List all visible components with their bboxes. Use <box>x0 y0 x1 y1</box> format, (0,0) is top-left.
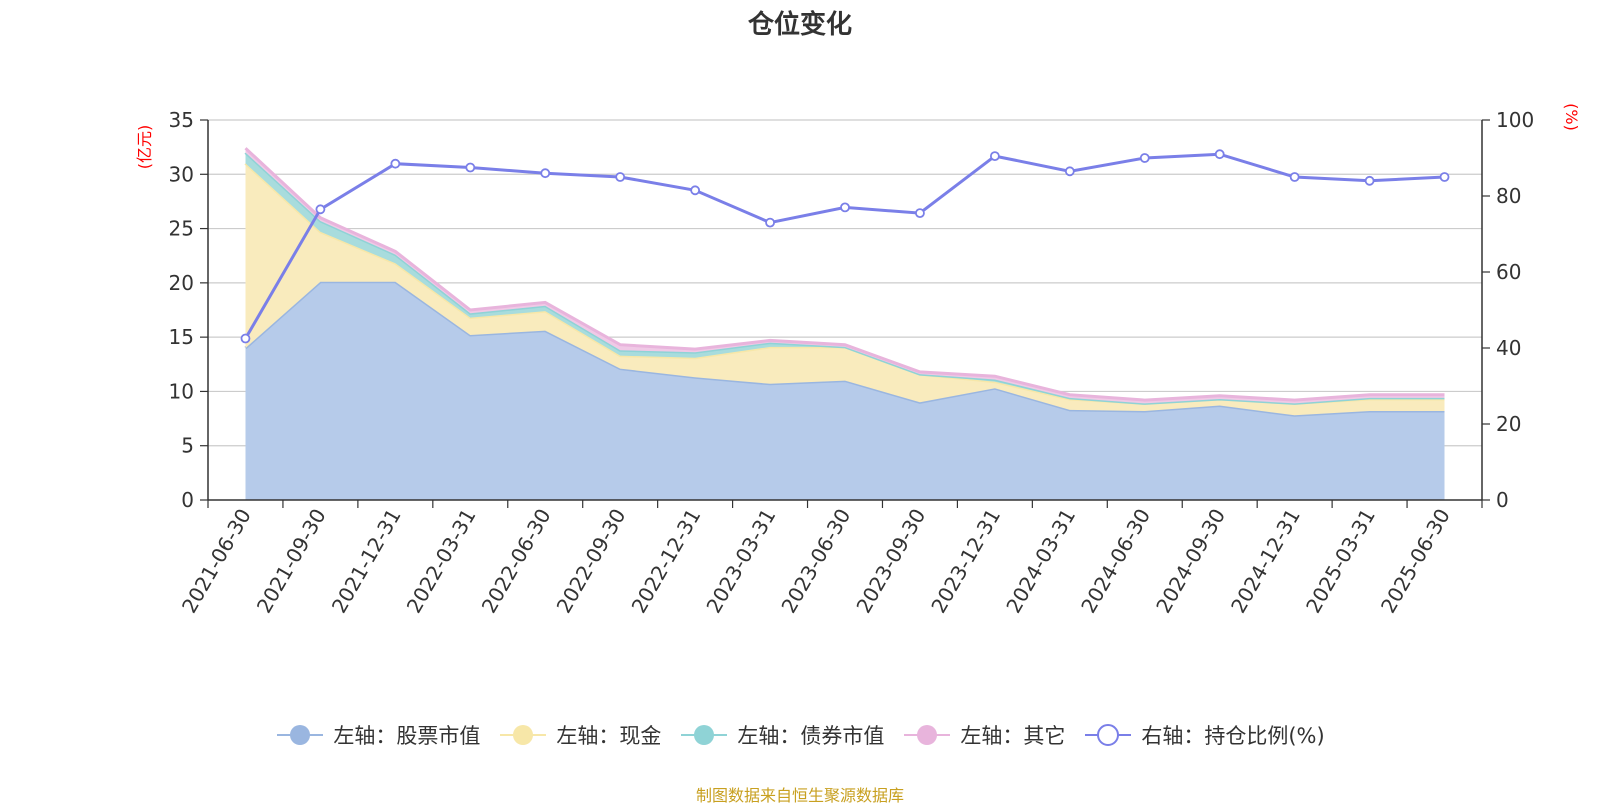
source-note: 制图数据来自恒生聚源数据库 <box>695 786 904 805</box>
left-axis-unit: (亿元) <box>135 125 154 170</box>
ratio-point[interactable] <box>915 208 925 219</box>
holding-ratio-line <box>240 149 1450 344</box>
x-tick-label: 2023-12-31 <box>926 505 1005 618</box>
ratio-point[interactable] <box>840 202 850 213</box>
ratio-point[interactable] <box>390 158 401 169</box>
legend-item-3[interactable]: 左轴：债券市值 <box>679 720 884 750</box>
chart-area: 051015202530350204060801002021-06-302021… <box>135 103 1581 618</box>
x-tick-label: 2023-06-30 <box>776 505 855 618</box>
legend-label: 左轴：股票市值 <box>333 724 481 748</box>
legend-item-4[interactable]: 左轴：其它 <box>902 720 1065 750</box>
legend-label: 左轴：其它 <box>960 724 1066 748</box>
left-tick-label: 10 <box>169 379 194 403</box>
legend-item-1[interactable]: 左轴：股票市值 <box>275 720 480 750</box>
legend-circle-icon <box>500 725 547 745</box>
ratio-point[interactable] <box>765 217 775 228</box>
ratio-point[interactable] <box>315 204 326 215</box>
left-tick-label: 25 <box>169 217 194 241</box>
ratio-point[interactable] <box>240 333 251 344</box>
x-tick-label: 2023-09-30 <box>851 505 930 618</box>
x-tick-label: 2024-09-30 <box>1151 505 1230 618</box>
left-tick-label: 15 <box>169 325 194 349</box>
legend-circle-icon <box>277 725 324 745</box>
legend-item-2[interactable]: 左轴：现金 <box>498 720 661 750</box>
ratio-point[interactable] <box>615 172 626 182</box>
ratio-point[interactable] <box>1064 166 1075 177</box>
right-tick-label: 0 <box>1496 488 1509 512</box>
x-tick-label: 2025-03-31 <box>1301 505 1380 618</box>
right-tick-label: 80 <box>1496 184 1521 208</box>
legend-label: 右轴：持仓比例(%) <box>1141 724 1325 748</box>
x-tick-label: 2025-06-30 <box>1376 505 1455 618</box>
ratio-point[interactable] <box>540 168 551 179</box>
left-tick-label: 0 <box>181 488 194 512</box>
x-tick-label: 2024-06-30 <box>1076 505 1155 618</box>
ratio-point[interactable] <box>1439 172 1450 182</box>
ratio-point[interactable] <box>465 162 476 173</box>
x-tick-label: 2022-09-30 <box>552 505 631 618</box>
legend-circle-icon <box>681 725 728 745</box>
legend-hollow-circle-icon <box>1085 724 1132 746</box>
left-tick-label: 35 <box>169 108 194 132</box>
ratio-point[interactable] <box>1139 153 1150 163</box>
area-series-4-edge <box>244 147 1445 402</box>
x-tick-label: 2021-12-31 <box>327 504 406 617</box>
legend: 左轴：股票市值 左轴：现金 左轴：债券市值 左轴：其它 右轴：持仓比例(%) <box>0 720 1600 750</box>
x-tick-label: 2022-03-31 <box>402 505 481 618</box>
ratio-point[interactable] <box>690 185 701 196</box>
right-axis-unit: (%) <box>1562 103 1581 131</box>
right-tick-label: 20 <box>1496 412 1521 436</box>
x-tick-label: 2021-06-30 <box>177 505 256 618</box>
x-tick-label: 2022-06-30 <box>477 505 556 618</box>
x-tick-label: 2022-12-31 <box>627 505 706 618</box>
chart-title: 仓位变化 <box>747 10 852 40</box>
area-series-1 <box>245 281 1445 500</box>
legend-label: 左轴：债券市值 <box>737 724 885 748</box>
left-tick-label: 5 <box>181 434 194 458</box>
x-tick-label: 2024-12-31 <box>1226 505 1305 618</box>
x-tick-label: 2021-09-30 <box>252 505 331 618</box>
ratio-point[interactable] <box>1214 149 1225 160</box>
left-tick-label: 20 <box>169 271 194 295</box>
left-tick-label: 30 <box>169 162 194 186</box>
ratio-point[interactable] <box>989 151 1000 162</box>
legend-label: 左轴：现金 <box>556 724 662 748</box>
right-tick-label: 100 <box>1496 108 1534 132</box>
right-tick-label: 60 <box>1496 260 1521 284</box>
x-tick-label: 2023-03-31 <box>701 505 780 618</box>
stacked-areas <box>244 147 1445 500</box>
legend-item-5[interactable]: 右轴：持仓比例(%) <box>1083 720 1325 750</box>
right-tick-label: 40 <box>1496 336 1521 360</box>
legend-circle-icon <box>904 725 951 745</box>
ratio-point[interactable] <box>1289 172 1300 182</box>
x-tick-label: 2024-03-31 <box>1001 505 1080 618</box>
ratio-point[interactable] <box>1364 175 1375 186</box>
area-series-2 <box>245 163 1445 416</box>
